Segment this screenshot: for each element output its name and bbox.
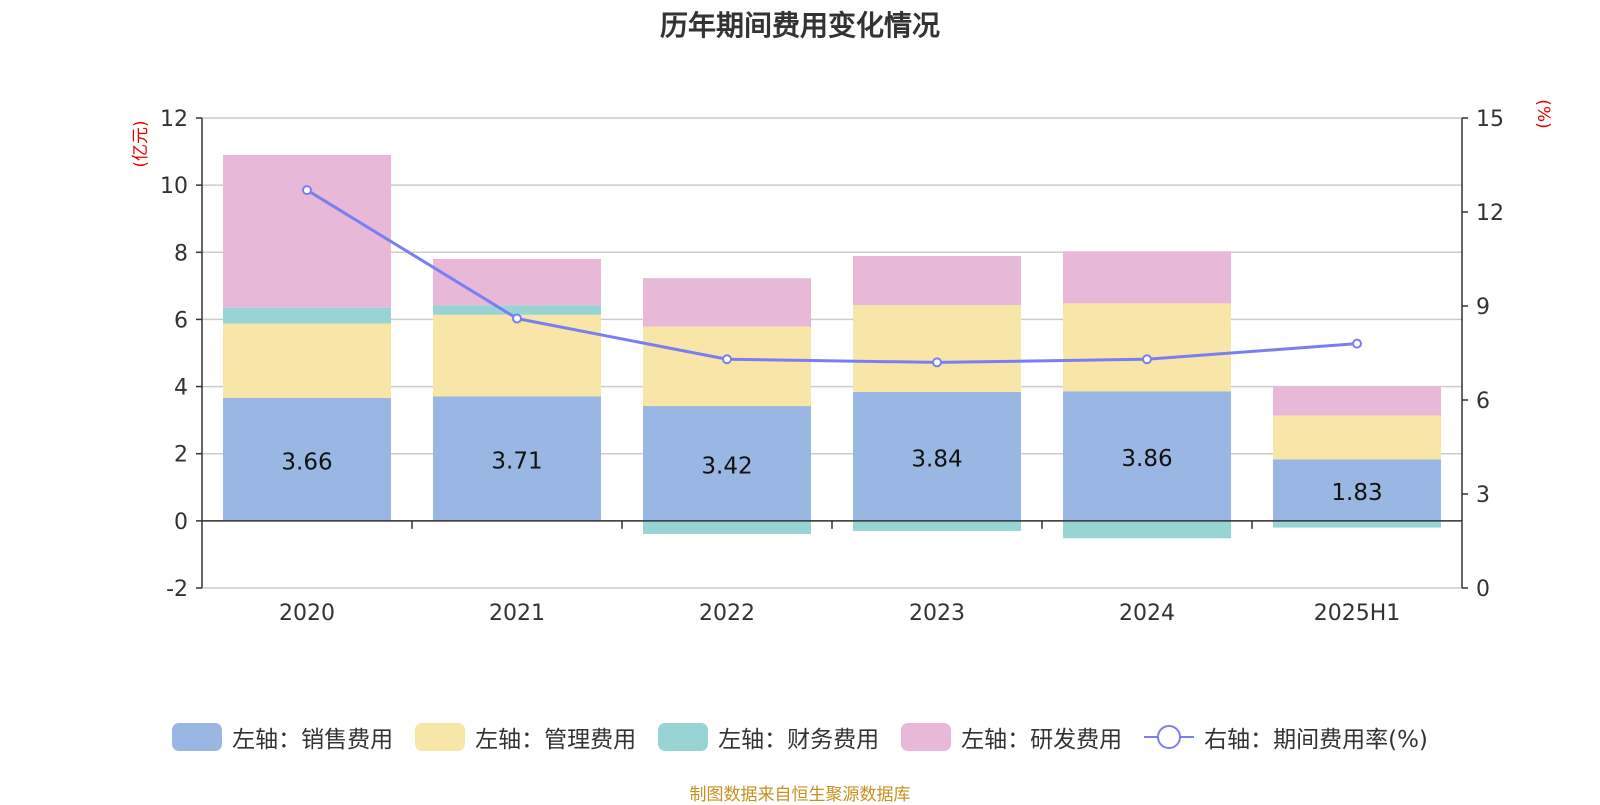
legend-line-marker [1144,725,1195,749]
right-tick-label: 9 [1476,295,1490,320]
bar-segment [1273,459,1441,521]
left-tick-label: 8 [174,241,188,266]
legend-swatch [172,723,223,751]
category-label: 2025H1 [1314,601,1401,626]
rate-point [1142,354,1152,365]
category-label: 2023 [909,601,965,626]
bar-segment [223,154,391,308]
bar-value-label: 3.86 [1121,446,1172,472]
bar-value-label: 3.84 [911,446,962,472]
bar-segment [1273,386,1441,416]
bar-segment [853,304,1021,392]
legend-swatch [658,723,709,751]
bar-segment [433,314,601,397]
bar-segment [1063,520,1231,539]
legend-item[interactable]: 左轴：管理费用 [415,720,636,754]
chart-title: 历年期间费用变化情况 [659,9,940,42]
right-tick-label: 0 [1476,577,1490,602]
legend-label: 右轴：期间费用率(%) [1204,727,1428,753]
legend-label: 左轴：财务费用 [718,727,880,753]
bar-segment [643,406,811,521]
right-tick-label: 15 [1476,107,1504,132]
category-label: 2020 [279,601,335,626]
bar-segment [433,305,601,315]
legend-item[interactable]: 左轴：销售费用 [172,720,393,754]
right-tick-label: 12 [1476,201,1504,226]
rate-line [302,185,1362,368]
rate-point [722,354,732,365]
left-tick-label: 12 [160,107,188,132]
left-tick-label: 6 [174,308,188,333]
bar-segment [1273,520,1441,528]
bar-value-label: 3.71 [491,449,542,475]
data-labels: 3.66 3.71 3.42 3.84 3.86 1.83 [281,446,1382,506]
rate-point [1352,338,1362,349]
bar-segment [223,323,391,398]
left-tick-label: 4 [174,376,188,401]
legend: 左轴：销售费用 左轴：管理费用 左轴：财务费用 左轴：研发费用 右轴：期间费用率(%) [0,720,1600,754]
rate-line-path [306,188,1358,364]
rate-point [512,313,522,324]
bar-segment [433,259,601,306]
legend-swatch [415,723,466,751]
bar-segment [853,255,1021,305]
left-axis-unit: (亿元) [131,120,151,167]
bar-segment [1273,415,1441,460]
bar-value-label: 1.83 [1331,480,1382,506]
legend-label: 左轴：管理费用 [475,727,637,753]
right-tick-label: 6 [1476,389,1490,414]
rate-point [302,185,312,196]
legend-label: 左轴：研发费用 [961,727,1123,753]
legend-swatch [901,723,952,751]
bar-series [223,154,1441,539]
bar-segment [853,391,1021,521]
left-tick-label: 0 [174,510,188,535]
bar-segment [1063,391,1231,521]
axes: -2 0 2 4 6 8 10 12 0 3 6 9 12 15 (亿元) (%) 2020 2021 2022 20… [131,99,1553,626]
left-tick-label: 10 [160,174,188,199]
category-label: 2024 [1119,601,1175,626]
bar-segment [223,397,391,521]
legend-item[interactable]: 右轴：期间费用率(%) [1144,720,1428,754]
right-tick-label: 3 [1476,483,1490,508]
chart-plot: -2 0 2 4 6 8 10 12 0 3 6 9 12 15 (亿元) (%) 2020 2021 2022 20… [131,99,1553,626]
bar-segment [223,307,391,324]
legend-item[interactable]: 左轴：财务费用 [658,720,879,754]
left-tick-label: -2 [166,577,188,602]
right-axis-unit: (%) [1533,99,1553,128]
category-label: 2021 [489,601,545,626]
left-tick-label: 2 [174,443,188,468]
bar-segment [853,520,1021,531]
rate-point [932,357,942,368]
bar-segment [1063,303,1231,392]
bar-segment [643,520,811,534]
bar-segment [433,396,601,521]
legend-label: 左轴：销售费用 [232,727,394,753]
category-label: 2022 [699,601,755,626]
bar-value-label: 3.66 [281,449,332,475]
bar-segment [643,326,811,407]
legend-item[interactable]: 左轴：研发费用 [901,720,1122,754]
bar-value-label: 3.42 [701,453,752,479]
bar-segment [643,278,811,327]
source-note: 制图数据来自恒生聚源数据库 [689,785,911,805]
bar-segment [1063,251,1231,304]
